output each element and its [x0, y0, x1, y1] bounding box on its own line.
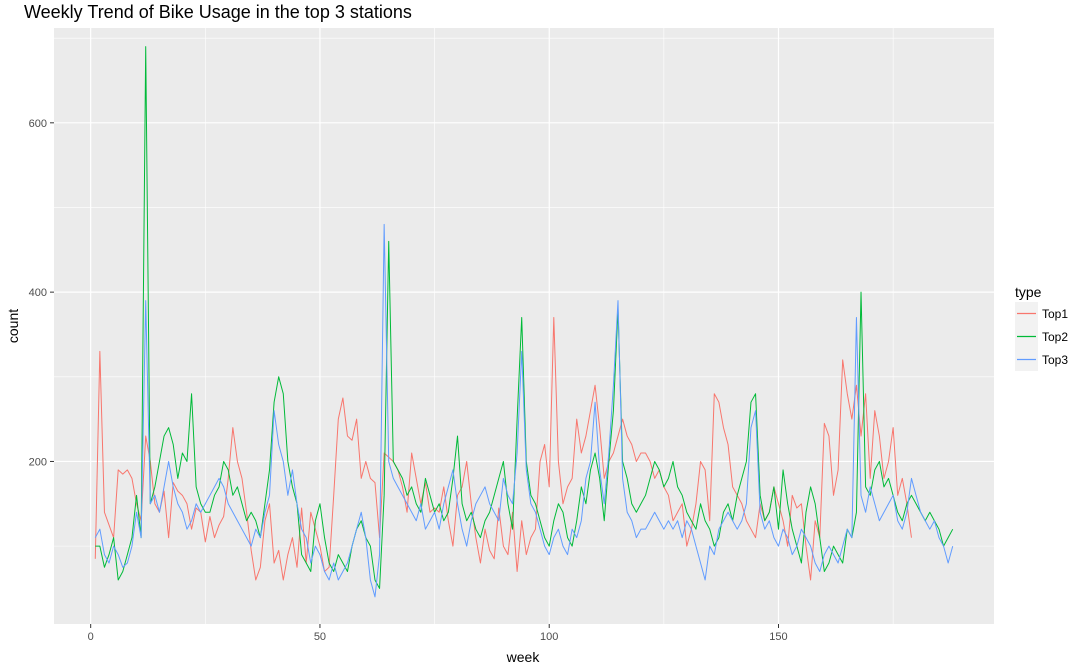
grid-major — [54, 28, 994, 624]
legend-label-top2: Top2 — [1042, 330, 1068, 344]
series-line-top1 — [94, 317, 912, 581]
x-tick-label: 50 — [314, 631, 326, 643]
x-axis: 0 50 100 150 — [88, 624, 788, 643]
x-tick-label: 0 — [88, 631, 94, 643]
y-axis-title: count — [5, 309, 21, 343]
y-axis: 200 400 600 — [29, 118, 54, 468]
y-tick-label: 600 — [29, 118, 47, 130]
legend-label-top1: Top1 — [1042, 307, 1068, 321]
series-layer — [94, 46, 954, 598]
y-tick-label: 200 — [29, 456, 47, 468]
series-line-top3 — [94, 223, 954, 598]
x-axis-title: week — [506, 649, 541, 665]
series-line-top2 — [95, 46, 954, 589]
x-tick-label: 100 — [540, 631, 558, 643]
plot-panel — [54, 28, 994, 624]
legend: type Top1 Top2 Top3 — [1015, 284, 1068, 371]
legend-label-top3: Top3 — [1042, 353, 1068, 367]
legend-title: type — [1015, 284, 1042, 300]
x-tick-label: 150 — [769, 631, 787, 643]
chart-title: Weekly Trend of Bike Usage in the top 3 … — [24, 2, 412, 22]
y-tick-label: 400 — [29, 287, 47, 299]
